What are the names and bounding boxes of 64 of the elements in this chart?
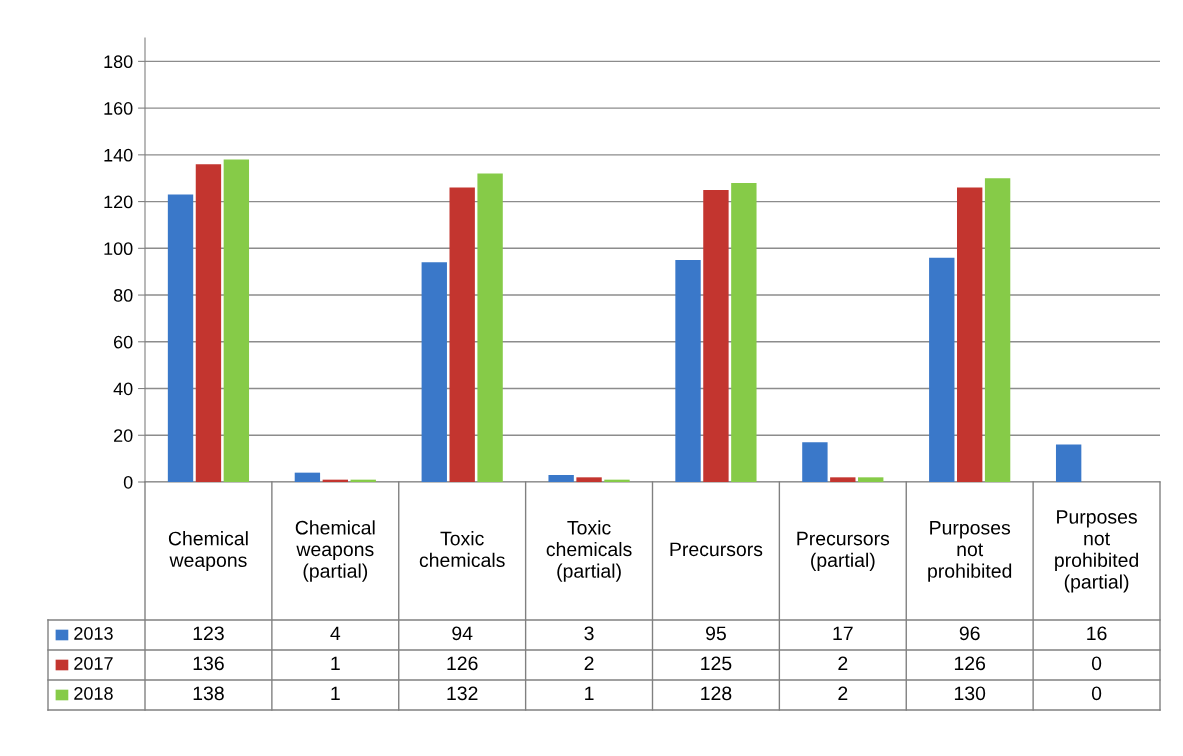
- bar: [703, 189, 729, 482]
- data-label: 132: [447, 686, 478, 701]
- bar: [957, 187, 983, 482]
- bar: [576, 477, 602, 482]
- bar: [421, 262, 447, 482]
- bar: [548, 474, 574, 482]
- data-label: 16: [1087, 626, 1107, 641]
- data-label: 136: [193, 656, 224, 671]
- data-label: 95: [706, 626, 726, 641]
- data-label: 128: [701, 686, 732, 701]
- bar: [1055, 444, 1082, 482]
- data-label: 96: [959, 626, 980, 641]
- data-label: 138: [193, 686, 224, 701]
- x-tick-label: Precursors (partial): [797, 531, 890, 571]
- x-tick-label: Chemical weapons (partial): [295, 520, 375, 582]
- bar: [294, 472, 321, 482]
- y-tick-label: 60: [114, 335, 133, 349]
- bar: [223, 159, 250, 482]
- y-tick-label: 20: [114, 429, 133, 442]
- bar: [167, 194, 194, 482]
- data-label: 125: [701, 656, 732, 671]
- data-label: 1: [331, 686, 340, 701]
- x-tick-label: Precursors: [670, 542, 763, 557]
- y-tick-label: 180: [104, 55, 133, 69]
- bar: [731, 182, 757, 482]
- y-tick-label: 100: [104, 242, 133, 256]
- bar: [675, 260, 701, 482]
- bar: [830, 477, 856, 482]
- data-label: 2: [838, 686, 848, 701]
- y-tick-label: 140: [104, 148, 133, 162]
- x-tick-label: Toxic chemicals: [419, 531, 505, 568]
- data-label: 126: [954, 656, 986, 671]
- bar: [449, 187, 475, 482]
- legend-label: 2013: [74, 627, 113, 640]
- y-tick-label: 160: [104, 102, 133, 115]
- y-tick-label: 0: [123, 475, 133, 489]
- y-tick-label: 80: [113, 288, 133, 302]
- data-label: 3: [584, 626, 594, 641]
- data-label: 123: [193, 626, 224, 641]
- data-label: 126: [447, 656, 478, 671]
- x-tick-label: Chemical weapons: [168, 531, 248, 571]
- data-label: 0: [1091, 686, 1102, 701]
- data-label: 1: [331, 656, 340, 671]
- x-tick-label: Toxic chemicals (partial): [546, 520, 632, 582]
- data-label: 17: [833, 626, 853, 641]
- data-label: 4: [330, 626, 341, 641]
- data-label: 94: [452, 626, 473, 641]
- legend-label: 2018: [74, 687, 113, 700]
- x-tick-label: Purposes not prohibited (partial): [1055, 510, 1139, 593]
- y-tick-label: 120: [104, 195, 133, 209]
- data-label: 0: [1091, 656, 1102, 671]
- data-label: 130: [954, 686, 986, 701]
- bar: [195, 164, 222, 482]
- data-label: 1: [585, 686, 594, 701]
- bar: [477, 173, 503, 482]
- bar: [984, 178, 1011, 482]
- bar: [858, 477, 884, 482]
- data-label: 2: [838, 656, 848, 671]
- data-label: 2: [584, 656, 594, 671]
- x-tick-label: Purposes not prohibited: [928, 521, 1012, 582]
- legend-label: 2017: [74, 657, 113, 670]
- bar: [929, 257, 955, 482]
- y-tick-label: 40: [113, 382, 133, 396]
- bar: [802, 442, 828, 482]
